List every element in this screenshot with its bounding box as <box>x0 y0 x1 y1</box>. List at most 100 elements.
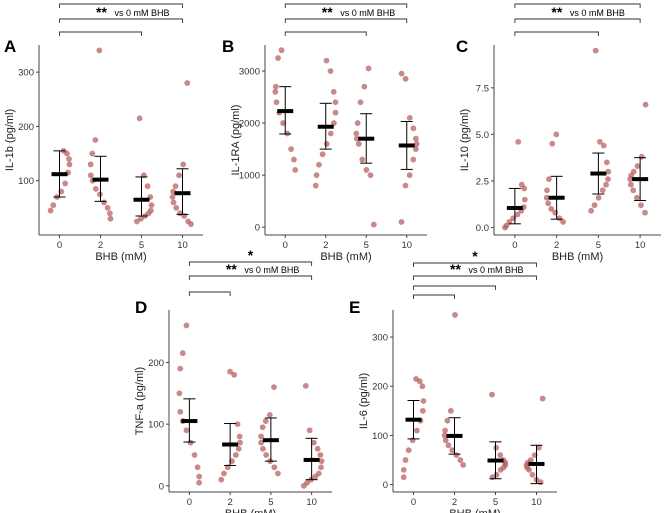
data-point <box>258 439 265 446</box>
data-point <box>106 210 113 217</box>
x-tick-label: 5 <box>493 497 498 508</box>
mean-marker <box>174 191 191 196</box>
mean-marker <box>528 461 545 466</box>
x-axis-title: BHB (mM) <box>95 251 146 263</box>
data-point <box>370 221 377 228</box>
data-point <box>47 207 54 214</box>
data-point <box>642 101 649 108</box>
mean-marker <box>398 143 415 148</box>
significance-bracket <box>59 31 142 36</box>
data-point <box>62 180 69 187</box>
data-point <box>196 473 203 480</box>
data-point <box>600 142 607 149</box>
data-point <box>234 421 241 428</box>
data-point <box>275 55 281 61</box>
x-tick-label: 5 <box>596 240 601 251</box>
data-point <box>413 141 420 147</box>
data-point <box>330 88 337 95</box>
data-point <box>497 466 504 473</box>
chart-panel-d: D 0 100 200 0 2 5 10 BHB (mM) TNF-a (pg/ml) ** vs 0… <box>134 247 332 513</box>
significance-stars: * <box>575 0 581 5</box>
mean-marker <box>487 458 504 463</box>
data-point <box>318 458 325 465</box>
mean-marker <box>446 433 463 438</box>
data-point <box>66 161 73 168</box>
data-point <box>319 151 326 158</box>
data-point <box>177 408 184 415</box>
data-point <box>605 176 611 183</box>
data-point <box>232 452 239 458</box>
data-point <box>560 219 566 225</box>
data-point <box>445 442 452 449</box>
data-point <box>87 172 94 179</box>
significance-bracket <box>413 275 537 280</box>
data-point <box>188 221 194 228</box>
data-point <box>502 224 508 231</box>
panel-letter: C <box>456 37 468 56</box>
y-tick-label: 200 <box>372 382 388 393</box>
mean-marker <box>277 109 294 114</box>
data-point <box>365 65 372 72</box>
data-point <box>96 191 103 198</box>
y-tick-label: 0.0 <box>476 223 489 234</box>
data-point <box>521 185 528 192</box>
data-point <box>633 194 640 201</box>
mean-marker <box>181 419 198 424</box>
data-point <box>314 445 321 452</box>
significance-stars: * <box>343 0 349 5</box>
data-point <box>272 88 279 95</box>
data-point <box>605 168 612 175</box>
data-point <box>236 433 243 440</box>
data-point <box>183 427 190 434</box>
x-tick-label: 10 <box>531 497 542 508</box>
data-point <box>273 99 280 106</box>
data-point <box>642 209 648 216</box>
data-point <box>400 474 407 481</box>
data-point <box>194 464 201 471</box>
data-point <box>271 384 277 391</box>
significance-bracket <box>188 291 231 296</box>
data-point <box>552 209 559 216</box>
comparison-label: vs 0 mM BHB <box>244 265 299 275</box>
data-point <box>170 199 177 206</box>
data-point <box>237 439 243 446</box>
data-point <box>312 473 319 480</box>
data-point <box>179 350 186 357</box>
data-point <box>596 138 603 145</box>
data-point <box>136 115 143 122</box>
data-point <box>92 185 99 192</box>
data-point <box>323 57 330 64</box>
data-point <box>221 470 227 477</box>
y-tick-label: 100 <box>18 176 34 187</box>
data-point <box>260 445 266 452</box>
x-tick-label: 0 <box>283 240 288 251</box>
significance-bracket <box>59 18 183 23</box>
data-point <box>300 482 307 489</box>
mean-marker <box>51 172 68 177</box>
y-tick-label: 300 <box>18 68 34 79</box>
y-tick-label: 2000 <box>239 119 260 130</box>
data-point <box>235 445 242 452</box>
data-point <box>630 187 637 194</box>
data-point <box>302 382 309 389</box>
data-point <box>104 204 111 211</box>
data-point <box>544 187 550 194</box>
significance-bracket <box>59 3 183 8</box>
data-point <box>419 407 426 414</box>
data-point <box>420 398 427 404</box>
data-point <box>545 200 552 207</box>
data-point <box>96 47 103 54</box>
data-point <box>191 452 198 458</box>
data-point <box>409 437 416 444</box>
data-point <box>327 130 334 137</box>
data-point <box>452 312 458 318</box>
mean-marker <box>303 457 320 462</box>
data-point <box>603 159 610 166</box>
data-point <box>398 219 405 225</box>
data-point <box>460 462 467 468</box>
data-point <box>546 176 552 183</box>
data-point <box>603 181 609 188</box>
data-point <box>176 390 183 397</box>
data-point <box>183 322 190 329</box>
panel-letter: E <box>349 298 360 317</box>
